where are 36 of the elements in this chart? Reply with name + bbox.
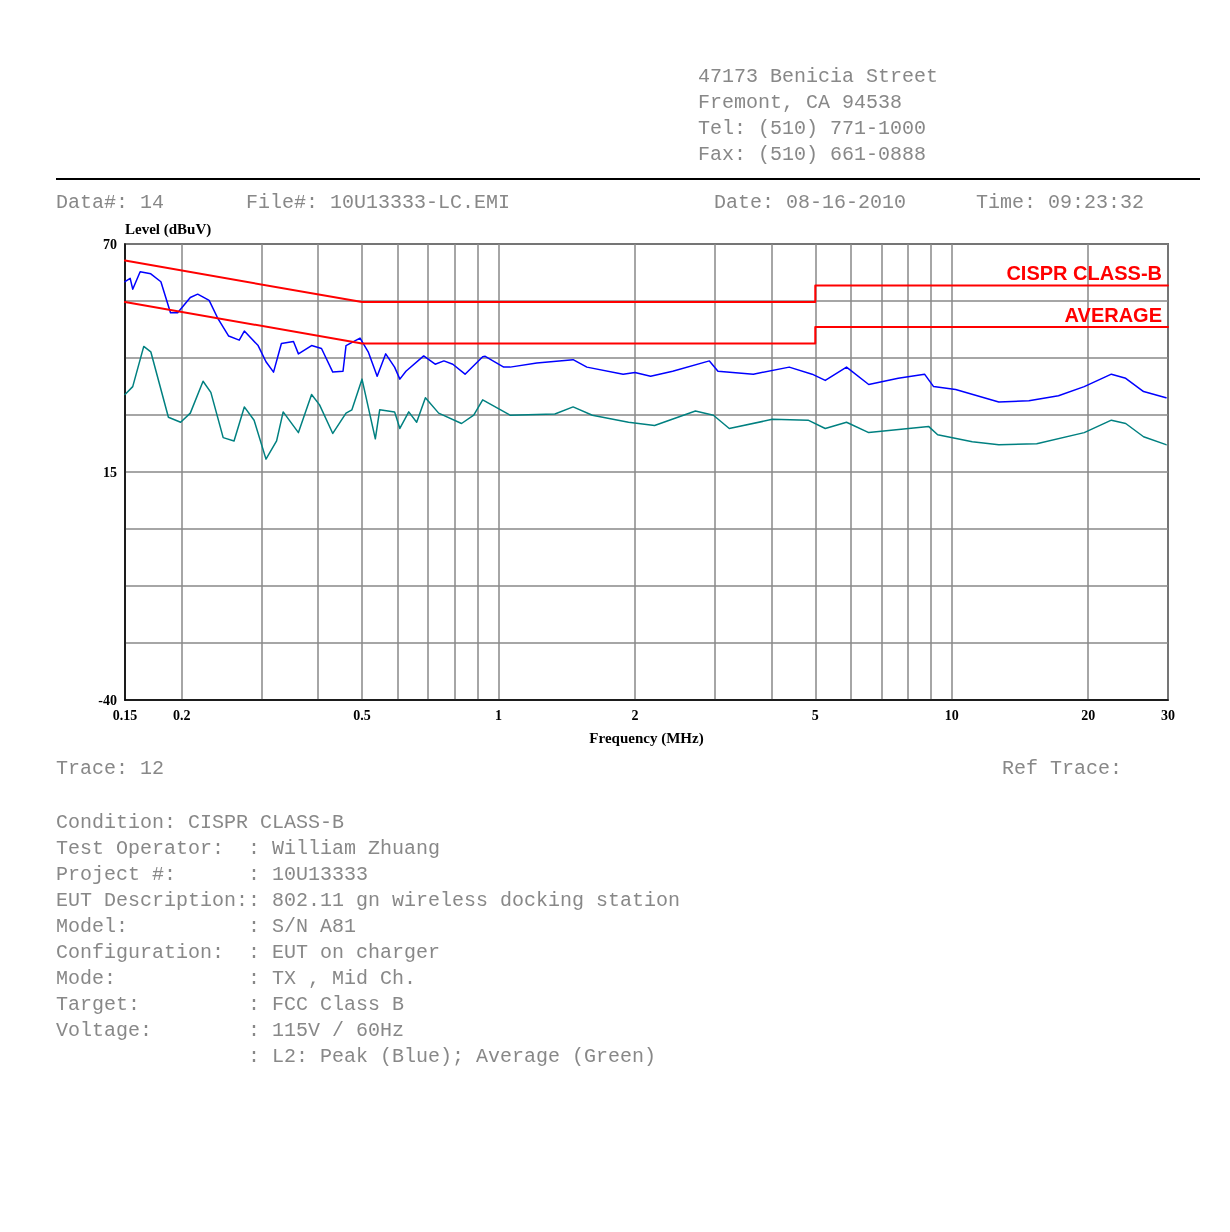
text: Test Operator: : William Zhuang (56, 836, 442, 862)
x-tick-label: 1 (494, 707, 502, 723)
text: Time: 09:23:32 (976, 190, 1145, 216)
text: Configuration: : EUT on charger (56, 940, 442, 966)
text: : L2: Peak (Blue); Average (Green) (247, 1044, 658, 1070)
text: 47173 Benicia Street (698, 64, 940, 90)
x-tick-label: 20 (1081, 707, 1096, 723)
text: Model: : S/N A81 (56, 914, 358, 940)
series-label: AVERAGE (1064, 303, 1162, 326)
text: Trace: 12 (56, 756, 165, 782)
text: Mode: : TX , Mid Ch. (56, 966, 418, 992)
x-tick-label: 0.2 (172, 707, 191, 723)
text: Tel: (510) 771-1000 (698, 116, 928, 142)
text: File#: 10U13333-LC.EMI (246, 190, 512, 216)
y-axis-title: Level (dBuV) (125, 220, 212, 238)
x-tick-label: 30 (1161, 707, 1175, 723)
text: Date: 08-16-2010 (714, 190, 908, 216)
x-tick-label: 10 (944, 707, 959, 723)
text: Data#: 14 (56, 190, 166, 216)
text: Fax: (510) 661-0888 (698, 142, 928, 168)
x-axis-title: Frequency (MHz) (589, 729, 704, 747)
x-tick-label: 5 (811, 707, 819, 723)
text: Target: : FCC Class B (56, 992, 406, 1018)
series-label: CISPR CLASS-B (1006, 262, 1162, 285)
text: EUT Description:: 802.11 gn wireless docking station (56, 888, 682, 914)
y-tick-label: -40 (98, 692, 117, 708)
text: Ref Trace: (1001, 756, 1122, 782)
text: Fremont, CA 94538 (698, 90, 904, 116)
text: Voltage: : 115V / 60Hz (56, 1018, 406, 1044)
x-tick-label: 0.15 (112, 707, 138, 723)
y-tick-label: 15 (103, 464, 117, 480)
y-tick-label: 70 (103, 236, 117, 252)
text: Condition: CISPR CLASS-B (56, 810, 346, 836)
text: Project #: : 10U13333 (56, 862, 370, 888)
x-tick-label: 0.5 (353, 707, 371, 723)
x-tick-label: 2 (631, 707, 639, 723)
